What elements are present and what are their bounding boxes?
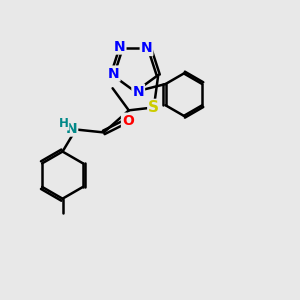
Text: N: N [114,40,125,54]
Text: N: N [108,67,120,80]
Text: N: N [66,122,77,136]
Text: H: H [58,116,68,130]
Text: N: N [141,41,152,55]
Text: N: N [132,85,144,99]
Text: O: O [122,114,134,128]
Text: S: S [148,100,159,115]
